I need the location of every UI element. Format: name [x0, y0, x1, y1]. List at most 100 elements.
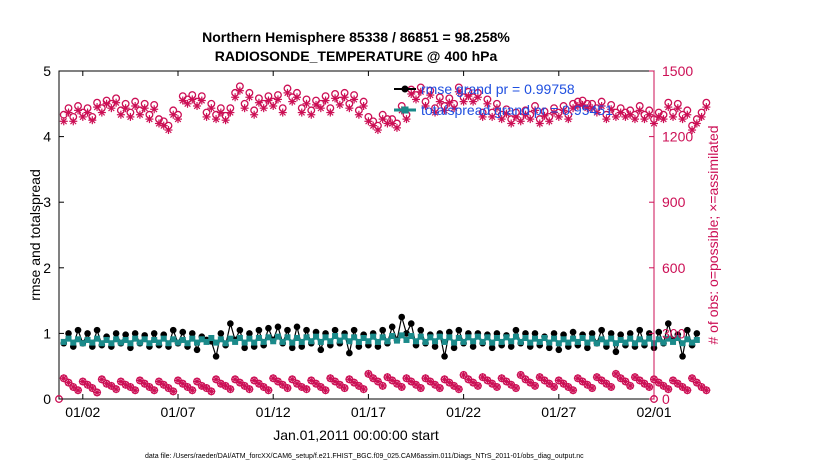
obs-assimilated-point — [250, 110, 259, 119]
rmse-point — [684, 326, 691, 334]
obs-assimilated-point — [226, 108, 235, 117]
rmse-point — [274, 323, 282, 331]
rmse-point — [693, 330, 701, 337]
obs-assimilated-point — [692, 119, 701, 128]
y-tick-label-right: 900 — [662, 194, 686, 210]
rmse-point — [246, 330, 253, 337]
obs-bottom-assimilated-point — [416, 384, 425, 393]
totalspread-point — [303, 334, 310, 341]
totalspread-point — [474, 333, 481, 340]
totalspread-point — [455, 334, 462, 341]
totalspread-point — [70, 339, 77, 346]
obs-assimilated-point — [331, 94, 340, 103]
totalspread-point — [179, 336, 186, 343]
rmse-point — [626, 330, 634, 337]
rmse-point — [227, 320, 234, 327]
totalspread-point — [351, 334, 358, 341]
obs-assimilated-point — [93, 103, 102, 112]
obs-bottom-assimilated-point — [226, 385, 235, 394]
rmse-point — [469, 343, 477, 350]
totalspread-point — [674, 334, 681, 341]
totalspread-point — [327, 338, 334, 345]
totalspread-point — [208, 334, 215, 341]
obs-bottom-assimilated-point — [59, 374, 68, 383]
totalspread-point — [217, 336, 224, 343]
obs-bottom-assimilated-point — [302, 385, 311, 394]
totalspread-point — [460, 338, 467, 345]
y-tick-label-left: 1 — [43, 325, 51, 341]
obs-assimilated-point — [140, 104, 149, 113]
obs-assimilated-point — [59, 117, 68, 126]
rmse-point — [679, 353, 686, 360]
x-tick-label: 01/17 — [351, 404, 386, 420]
rmse-point — [598, 326, 605, 334]
obs-assimilated-point — [221, 116, 230, 125]
y-axis-right-label: # of obs: o=possible; ×=assimilated — [705, 125, 721, 344]
obs-bottom-assimilated-point — [259, 382, 268, 391]
totalspread-point — [317, 338, 324, 345]
totalspread-point — [213, 339, 220, 346]
obs-bottom-assimilated-point — [359, 385, 368, 394]
totalspread-point — [160, 335, 167, 342]
obs-assimilated-point — [421, 101, 430, 110]
obs-assimilated-point — [407, 89, 416, 98]
totalspread-point — [108, 340, 115, 347]
totalspread-point — [360, 334, 367, 341]
totalspread-point — [346, 338, 353, 345]
obs-bottom-assimilated-point — [540, 376, 549, 385]
rmse-point — [112, 330, 120, 337]
totalspread-point — [432, 338, 439, 345]
rmse-point — [212, 353, 220, 360]
rmse-point — [65, 330, 72, 337]
obs-assimilated-point — [64, 108, 73, 117]
x-tick-label: 01/07 — [160, 404, 195, 420]
rmse-point — [655, 328, 663, 336]
obs-assimilated-point — [507, 119, 516, 128]
obs-assimilated-point — [602, 115, 611, 124]
rmse-point — [350, 326, 358, 334]
legend-spread-label: totalspread grand pr = 0.95451 — [421, 102, 613, 118]
obs-assimilated-point — [597, 101, 606, 110]
obs-assimilated-point — [473, 93, 482, 102]
rmse-point — [193, 346, 201, 354]
totalspread-point — [413, 338, 419, 345]
rmse-point — [293, 323, 301, 331]
totalspread-point — [222, 340, 229, 347]
obs-assimilated-point — [664, 103, 673, 112]
obs-assimilated-point — [321, 96, 330, 105]
totalspread-point — [536, 338, 543, 345]
obs-assimilated-point — [697, 112, 706, 121]
obs-assimilated-point — [535, 119, 544, 128]
x-tick-label: 01/02 — [65, 404, 100, 420]
obs-assimilated-point — [426, 91, 435, 100]
obs-bottom-assimilated-point — [569, 386, 578, 395]
x-tick-label: 02/01 — [636, 404, 671, 420]
obs-assimilated-point — [454, 87, 463, 96]
rmse-point — [531, 330, 539, 337]
obs-assimilated-point — [526, 115, 535, 124]
totalspread-point — [493, 334, 500, 341]
obs-assimilated-point — [516, 117, 525, 126]
totalspread-point — [684, 336, 691, 343]
obs-bottom-assimilated-point — [511, 384, 520, 393]
obs-assimilated-point — [278, 108, 287, 117]
totalspread-point — [132, 335, 139, 342]
totalspread-point — [598, 336, 605, 343]
obs-assimilated-point — [197, 96, 206, 105]
y-tick-label-right: 600 — [662, 260, 686, 276]
obs-assimilated-point — [88, 116, 97, 125]
obs-assimilated-point — [469, 97, 478, 106]
rmse-point — [607, 330, 615, 337]
obs-assimilated-point — [121, 104, 130, 113]
obs-bottom-assimilated-point — [150, 386, 159, 395]
obs-bottom-assimilated-point — [683, 386, 692, 395]
totalspread-point — [298, 338, 305, 345]
totalspread-point — [608, 335, 615, 342]
totalspread-point — [265, 334, 272, 341]
obs-assimilated-point — [188, 95, 197, 104]
chart-title-line1: Northern Hemisphere 85338 / 86851 = 98.2… — [202, 29, 510, 45]
rmse-point — [131, 330, 139, 337]
obs-assimilated-point — [564, 115, 573, 124]
obs-bottom-assimilated-point — [454, 385, 463, 394]
obs-assimilated-point — [254, 98, 263, 107]
